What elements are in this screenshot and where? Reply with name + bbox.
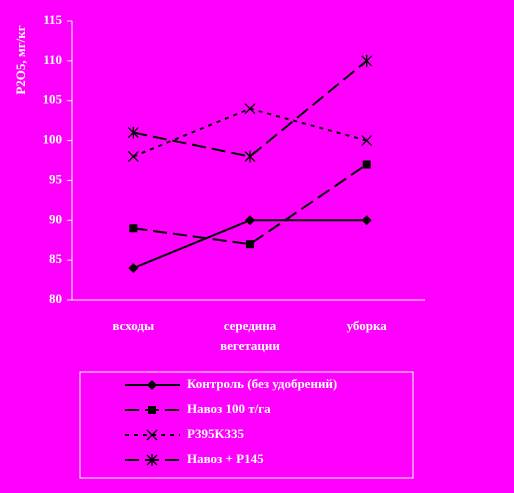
y-tick-label: 90 [49, 211, 62, 226]
series-line [132, 107, 367, 158]
cross [146, 429, 158, 441]
cross [244, 103, 256, 115]
y-tick-label: 115 [43, 12, 62, 27]
marker [147, 380, 157, 390]
marker [148, 406, 156, 414]
series-line [133, 163, 368, 246]
x-tick-label: середина вегетации [220, 318, 280, 353]
square [129, 224, 138, 233]
square [148, 406, 156, 414]
marker [244, 103, 256, 115]
y-axis-label: P2O5, мг/кг [13, 25, 28, 94]
y-tick-label: 110 [43, 52, 62, 67]
x-tick-label: уборка [347, 318, 388, 333]
marker [361, 54, 373, 67]
marker [127, 126, 139, 139]
y-tick-label: 100 [43, 132, 63, 147]
marker [127, 151, 139, 162]
marker [362, 160, 371, 169]
y-tick-label: 80 [49, 291, 62, 306]
diamond [361, 215, 372, 226]
square [362, 160, 371, 169]
cross [127, 151, 139, 162]
diamond [245, 215, 255, 226]
legend-label: Навоз 100 т/га [187, 401, 271, 416]
cross [361, 135, 373, 147]
marker [245, 215, 255, 226]
x-tick-label: всходы [113, 318, 155, 333]
square [246, 240, 254, 249]
marker [146, 454, 158, 466]
y-tick-label: 105 [43, 92, 63, 107]
marker [244, 150, 256, 163]
diamond [128, 263, 139, 274]
marker [246, 240, 254, 249]
legend-label: P395K335 [187, 426, 245, 441]
marker [128, 263, 139, 274]
diamond [147, 380, 157, 390]
legend-label: Навоз + P145 [187, 451, 264, 466]
marker [361, 215, 372, 226]
legend-box [79, 371, 414, 479]
marker [129, 224, 138, 233]
marker [146, 429, 158, 441]
y-tick-label: 85 [49, 251, 63, 266]
y-tick-label: 95 [49, 171, 63, 186]
legend-label: Контроль (без удобрений) [187, 376, 337, 391]
marker [361, 135, 373, 147]
